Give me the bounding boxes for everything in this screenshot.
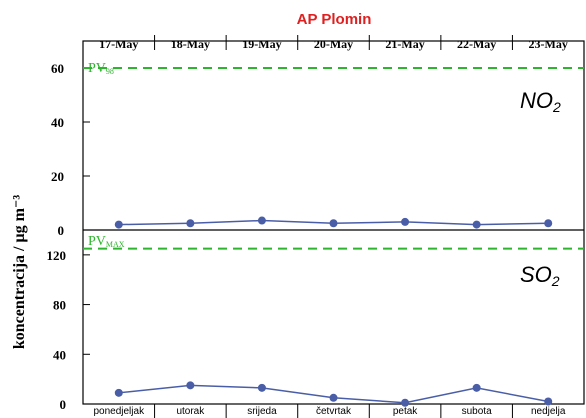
data-point [401,398,410,407]
limit-line-label: PV98 [88,61,114,76]
x-bottom-tick-label: utorak [176,406,205,417]
data-point [186,381,195,390]
x-top-tick-label: 17-May [99,37,138,51]
x-top-tick-label: 21-May [385,37,424,51]
y-tick-label: 20 [51,169,64,184]
x-bottom-tick-label: četvrtak [316,406,352,417]
limit-line-label: PVMAX [88,234,125,249]
y-tick-label: 40 [53,347,66,362]
x-bottom-tick-label: srijeda [247,406,277,417]
no2-panel: 0 20 40 60 PV98 NO2 [51,61,584,238]
y-tick-label: 80 [53,298,66,313]
x-bottom-tick-label: subota [462,406,492,417]
plot-border [82,40,585,405]
data-point [544,219,553,228]
data-point [329,219,338,228]
y-tick-label: 60 [51,61,64,76]
x-top-tick-label: 19-May [242,37,281,51]
data-point [329,393,338,402]
species-label: SO2 [520,262,560,289]
data-point [472,220,481,229]
data-point [114,220,123,229]
data-point [257,216,266,225]
data-point [544,397,553,406]
x-bottom-tick-label: petak [393,406,418,417]
plot-frame: 17-May 18-May 19-May 20-May 21-May 22-May 23-M… [82,35,585,418]
x-bottom-tick-label: nedjelja [531,406,566,417]
y-axis-label: koncentracija / μg m⁻³ [11,195,28,349]
x-top-tick-label: 20-May [314,37,353,51]
data-point [472,383,481,392]
y-tick-label: 0 [58,223,65,238]
x-top-tick-label: 23-May [529,37,568,51]
x-top-tick-label: 18-May [171,37,210,51]
data-point [186,219,195,228]
chart-title: AP Plomin [297,11,372,28]
x-bottom-tick-label: ponedjeljak [93,406,145,417]
y-tick-label: 120 [47,248,67,263]
data-point [114,388,123,397]
data-point [257,383,266,392]
x-top-tick-label: 22-May [457,37,496,51]
y-tick-label: 0 [60,397,67,412]
so2-panel: 0 40 80 120 PVMAX SO2 [47,234,584,412]
data-point [401,217,410,226]
y-tick-label: 40 [51,115,64,130]
species-label: NO2 [520,88,561,115]
